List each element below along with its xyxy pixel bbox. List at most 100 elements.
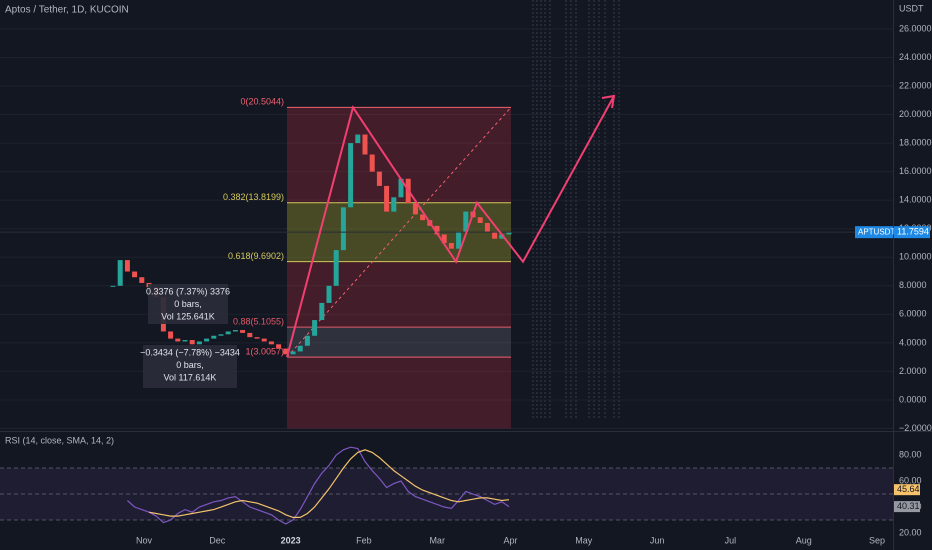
candle: [499, 234, 505, 239]
candle: [196, 341, 202, 345]
y-tick-label: 18.0000: [899, 137, 932, 147]
y-tick-label: 0.0000: [899, 394, 927, 404]
x-tick-label: Apr: [503, 535, 517, 545]
candle: [175, 338, 181, 342]
candle: [110, 285, 116, 287]
y-tick-label: 80.00: [899, 449, 922, 459]
candle: [398, 178, 404, 198]
candle: [420, 214, 426, 221]
candle: [355, 134, 361, 144]
candle: [283, 348, 289, 355]
candle: [124, 260, 130, 272]
fib-trend: [286, 107, 512, 358]
candle: [225, 331, 231, 335]
y-tick-label: 22.0000: [899, 80, 932, 90]
fib-zone: [287, 327, 511, 358]
tooltip-text: Vol 117.614K: [164, 372, 217, 382]
y-tick-label: 20.00: [899, 527, 922, 537]
y-tick-label: 26.0000: [899, 23, 932, 33]
candle: [456, 231, 462, 249]
candle: [463, 211, 469, 232]
candle: [340, 207, 346, 251]
rsi-title: RSI (14, close, SMA, 14, 2): [5, 435, 114, 445]
fib-label: 1(3.0057): [245, 346, 284, 356]
candle: [484, 223, 490, 232]
pattern-arrow: [601, 94, 616, 109]
candle: [254, 337, 260, 339]
candle: [276, 344, 282, 349]
tooltip-text: 0 bars,: [176, 360, 204, 370]
tooltip-text: Vol 125.641K: [161, 311, 215, 321]
candle: [211, 335, 217, 339]
candle: [268, 341, 274, 345]
fib-label: 0.618(9.6902): [228, 251, 284, 261]
y-tick-label: 24.0000: [899, 52, 932, 62]
candle: [319, 302, 325, 321]
y-tick-label: 4.0000: [899, 337, 927, 347]
x-tick-label: Dec: [209, 535, 226, 545]
candle: [492, 231, 498, 239]
candle: [434, 225, 440, 235]
x-tick-label: Jun: [650, 535, 665, 545]
candle: [348, 143, 354, 208]
fib-zone: [287, 261, 511, 328]
last-price-symbol: APTUSDT: [858, 227, 895, 236]
tooltip-text: −0.3434 (−7.78%) −3434: [140, 347, 240, 357]
y-tick-label: 60.00: [899, 475, 922, 485]
candle: [391, 197, 397, 212]
last-value-label: 11.7594: [897, 227, 929, 237]
tooltip-text: 0.3376 (7.37%) 3376: [146, 286, 230, 296]
x-tick-label: Sep: [869, 535, 885, 545]
vertical-markers: [532, 0, 620, 420]
rsi-value-tag: [894, 501, 920, 513]
y-tick-label: 10.0000: [899, 252, 932, 262]
y-tick-label: 2.0000: [899, 366, 927, 376]
candle: [240, 330, 246, 333]
candle: [384, 185, 390, 212]
rsi-value-tag: [894, 484, 920, 496]
fib-zone: [287, 357, 511, 429]
pattern-line: [286, 95, 615, 358]
candle: [333, 250, 339, 286]
y-tick-label: 14.0000: [899, 195, 932, 205]
candle: [290, 351, 296, 355]
candle: [218, 334, 224, 336]
candle: [168, 331, 174, 339]
x-tick-label: Aug: [796, 535, 812, 545]
fib-label: 0(20.5044): [240, 97, 284, 107]
candle: [326, 285, 332, 303]
fib-label: 0.382(13.8199): [223, 192, 284, 202]
candle: [312, 320, 318, 336]
candle: [297, 345, 303, 352]
candle: [376, 171, 382, 186]
candle: [247, 332, 253, 338]
last-value-tag: [894, 226, 930, 239]
x-tick-label: Jul: [725, 535, 737, 545]
rsi-value-label: 45.64: [897, 484, 920, 494]
y-tick-label: 8.0000: [899, 280, 927, 290]
candle: [448, 242, 454, 249]
candle: [261, 338, 267, 342]
candle: [232, 330, 238, 332]
x-tick-label: Mar: [429, 535, 445, 545]
rsi-value-label: 40.31: [897, 501, 920, 511]
tooltip-text: 0 bars,: [174, 299, 202, 309]
rsi-line: [148, 449, 510, 519]
x-tick-label: Nov: [136, 535, 153, 545]
candle: [189, 340, 195, 345]
y-tick-label: −2.0000: [899, 423, 932, 433]
candle: [139, 277, 145, 283]
chart-title: Aptos / Tether, 1D, KUCOIN: [5, 5, 129, 16]
x-tick-label: 2023: [281, 535, 301, 545]
fib-label: 0.88(5.1055): [233, 316, 284, 326]
y-tick-label: 20.0000: [899, 109, 932, 119]
candle: [204, 338, 210, 342]
candle: [117, 260, 123, 286]
candle: [441, 234, 447, 243]
candle: [477, 217, 483, 224]
candle: [369, 154, 375, 172]
x-tick-label: May: [575, 535, 593, 545]
candle: [506, 232, 512, 235]
candle: [132, 271, 138, 278]
